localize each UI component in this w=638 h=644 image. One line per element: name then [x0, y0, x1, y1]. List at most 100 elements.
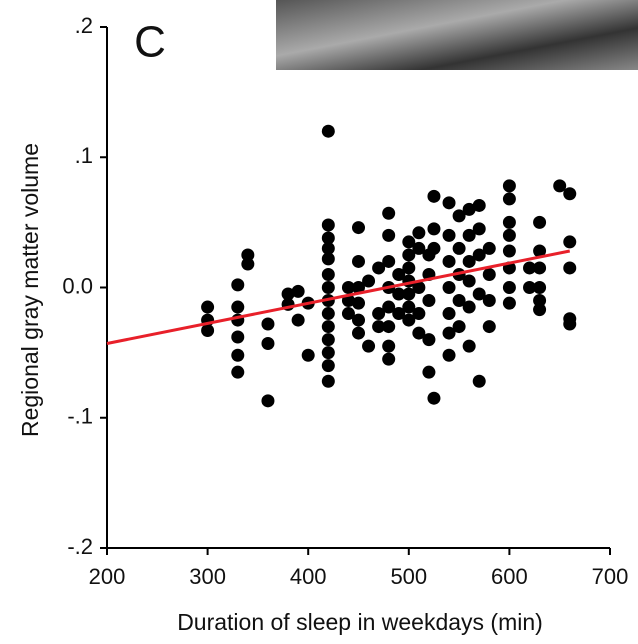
point	[472, 222, 486, 236]
point	[452, 320, 466, 334]
y-tick-label: 0.0	[62, 273, 93, 298]
point	[442, 326, 456, 340]
point	[321, 124, 335, 138]
panel-label: C	[134, 18, 166, 67]
point	[563, 261, 577, 275]
point	[352, 296, 365, 310]
point	[231, 300, 245, 314]
point	[482, 267, 496, 281]
point	[231, 330, 245, 344]
point	[442, 348, 456, 362]
point	[533, 261, 547, 275]
y-tick-label: .2	[75, 13, 93, 38]
point	[533, 215, 547, 229]
point	[533, 303, 547, 317]
point	[402, 261, 416, 275]
point	[553, 179, 567, 193]
point	[402, 235, 416, 249]
point	[442, 254, 456, 268]
point	[502, 192, 516, 206]
point	[402, 313, 416, 327]
point	[321, 267, 335, 281]
point	[321, 307, 335, 321]
x-tick-label: 700	[592, 564, 629, 589]
point	[231, 348, 245, 362]
point	[462, 254, 476, 268]
point	[291, 313, 305, 327]
x-tick-label: 300	[189, 564, 226, 589]
point	[352, 254, 365, 268]
point	[482, 294, 496, 308]
point	[442, 281, 456, 294]
point	[563, 187, 577, 201]
point	[362, 274, 376, 288]
y-tick-label: -.1	[67, 404, 93, 429]
point	[341, 281, 355, 294]
point	[382, 206, 396, 220]
point	[392, 267, 406, 281]
x-tick-label: 500	[390, 564, 427, 589]
y-axis-label: Regional gray matter volume	[17, 143, 43, 437]
point	[462, 202, 476, 216]
point	[422, 294, 436, 308]
point	[412, 281, 426, 294]
point	[321, 241, 335, 255]
point	[372, 261, 386, 275]
point	[321, 359, 335, 373]
point	[427, 391, 441, 405]
point	[533, 244, 547, 258]
point	[392, 287, 406, 301]
point	[352, 326, 365, 340]
point	[482, 241, 496, 255]
x-tick-label: 200	[89, 564, 126, 589]
point	[231, 278, 245, 292]
point	[502, 296, 516, 310]
point	[321, 281, 335, 294]
point	[472, 287, 486, 301]
point	[442, 307, 456, 321]
point	[427, 222, 441, 236]
point	[402, 248, 416, 262]
point	[382, 339, 396, 353]
point	[341, 307, 355, 321]
point	[372, 307, 386, 321]
point	[462, 339, 476, 353]
point	[472, 198, 486, 212]
x-axis-label: Duration of sleep in weekdays (min)	[177, 609, 543, 635]
point	[462, 300, 476, 314]
point	[462, 228, 476, 242]
point	[452, 294, 466, 308]
point	[261, 317, 275, 331]
point	[502, 179, 516, 193]
point	[452, 209, 466, 223]
point	[412, 307, 426, 321]
y-tick-label: .1	[75, 143, 93, 168]
point	[321, 346, 335, 360]
point	[321, 218, 335, 232]
point	[382, 228, 396, 242]
point	[533, 281, 547, 294]
point	[352, 221, 365, 235]
point	[382, 254, 396, 268]
point	[241, 257, 255, 271]
point	[352, 281, 365, 294]
point	[382, 352, 396, 366]
point	[502, 281, 516, 294]
point	[261, 337, 275, 351]
x-tick-label: 400	[290, 564, 327, 589]
point	[201, 323, 215, 337]
point	[563, 317, 577, 331]
point	[352, 313, 365, 327]
point	[412, 326, 426, 340]
point	[402, 300, 416, 314]
brain-image	[276, 0, 638, 70]
point	[533, 294, 547, 308]
point	[382, 320, 396, 334]
point	[291, 284, 305, 298]
point	[422, 365, 436, 379]
point	[241, 248, 255, 262]
point	[372, 320, 386, 334]
point	[427, 241, 441, 255]
point	[321, 320, 335, 334]
